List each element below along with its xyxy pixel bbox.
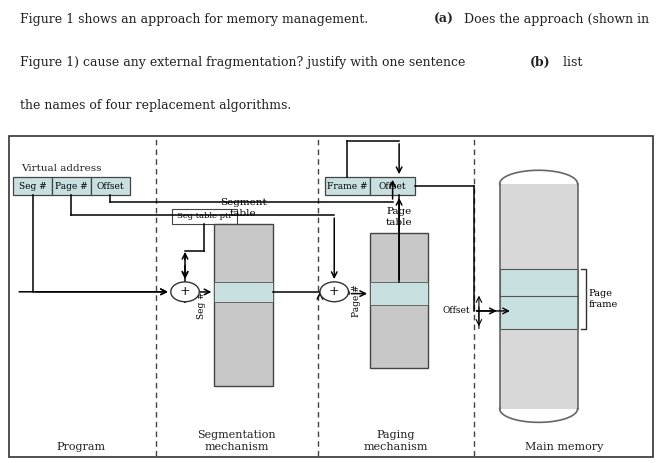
Circle shape (320, 282, 348, 302)
Bar (370, 177, 415, 195)
Bar (13, 177, 52, 195)
Text: list: list (559, 56, 583, 69)
Text: Frame #: Frame # (327, 181, 367, 191)
Text: Program: Program (57, 442, 106, 451)
Text: Figure 1) cause any external fragmentation? justify with one sentence: Figure 1) cause any external fragmentati… (20, 56, 465, 69)
Text: Page #: Page # (352, 284, 361, 317)
Bar (214, 282, 273, 302)
Text: +: + (179, 285, 191, 298)
Bar (172, 208, 237, 224)
Text: (b): (b) (530, 56, 550, 69)
Text: Segment
table: Segment table (220, 198, 267, 218)
Bar (370, 282, 428, 305)
Text: Offset: Offset (379, 181, 406, 191)
Text: Offset: Offset (443, 307, 471, 315)
Text: +: + (329, 285, 340, 298)
Text: Virtual address: Virtual address (21, 163, 102, 173)
Text: Page #: Page # (55, 181, 88, 191)
Text: Seg #: Seg # (197, 292, 206, 319)
Text: Segmentation
mechanism: Segmentation mechanism (198, 430, 276, 451)
Text: Paging
mechanism: Paging mechanism (363, 430, 428, 451)
Text: Offset: Offset (97, 181, 124, 191)
Bar (52, 177, 91, 195)
Text: Figure 1 shows an approach for memory management.: Figure 1 shows an approach for memory ma… (20, 13, 372, 26)
Text: Does the approach (shown in: Does the approach (shown in (460, 13, 649, 26)
Circle shape (171, 282, 199, 302)
Text: (a): (a) (434, 13, 453, 26)
Text: Page
table: Page table (386, 207, 412, 226)
Bar (324, 177, 370, 195)
Text: Main memory: Main memory (526, 442, 604, 451)
Bar (91, 177, 130, 195)
Text: the names of four replacement algorithms.: the names of four replacement algorithms… (20, 99, 291, 112)
Bar (500, 269, 577, 329)
Bar (500, 184, 577, 409)
Text: Seg #: Seg # (19, 181, 46, 191)
Bar (214, 224, 273, 386)
Bar (370, 233, 428, 369)
Text: Page
frame: Page frame (589, 289, 618, 308)
Text: Seg table ptr: Seg table ptr (177, 213, 232, 220)
